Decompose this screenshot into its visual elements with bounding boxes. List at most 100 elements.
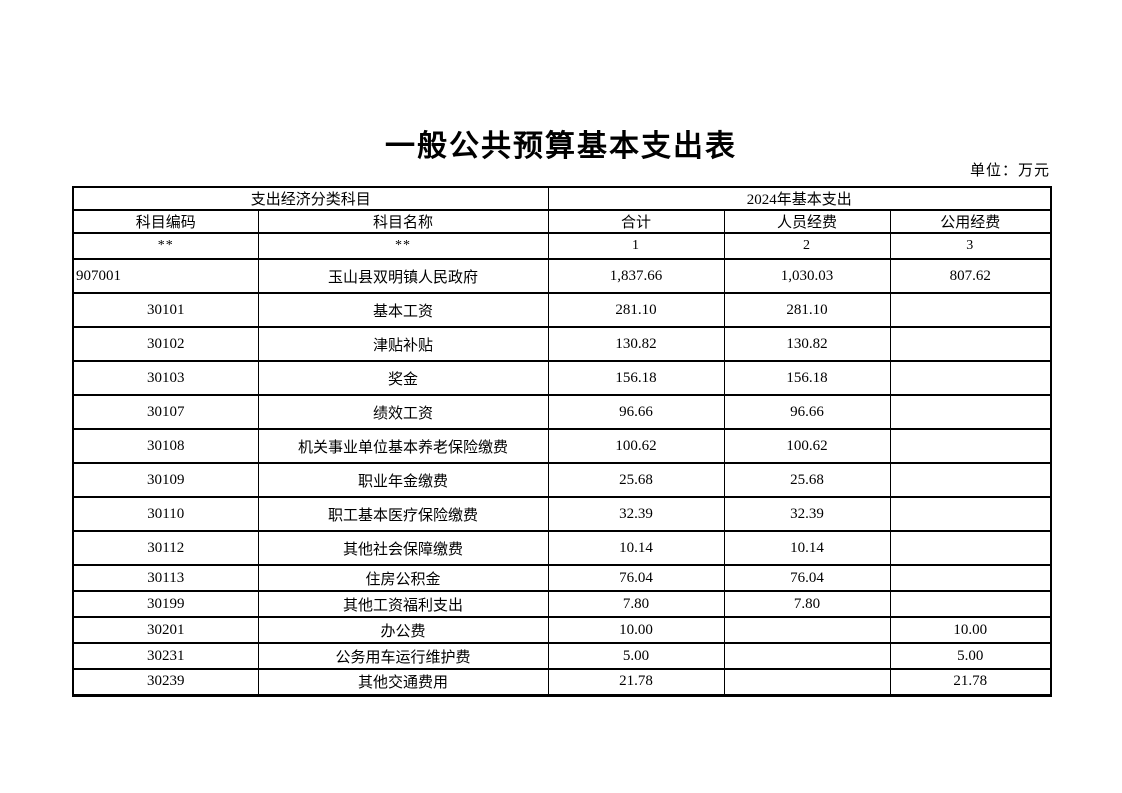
header-col-personnel: 人员经费 bbox=[723, 209, 891, 234]
cell-public bbox=[889, 326, 1052, 362]
cell-personnel: 281.10 bbox=[723, 292, 891, 328]
cell-code: 30231 bbox=[72, 642, 259, 670]
cell-total: 32.39 bbox=[547, 496, 725, 532]
cell-public bbox=[889, 590, 1052, 618]
cell-total: 25.68 bbox=[547, 462, 725, 498]
header-group-left: 支出经济分类科目 bbox=[72, 186, 549, 211]
cell-total: 96.66 bbox=[547, 394, 725, 430]
cell-code: 907001 bbox=[72, 258, 259, 294]
cell-total: 10.14 bbox=[547, 530, 725, 566]
cell-name: 其他社会保障缴费 bbox=[257, 530, 549, 566]
cell-name: 职工基本医疗保险缴费 bbox=[257, 496, 549, 532]
cell-total: 281.10 bbox=[547, 292, 725, 328]
cell-personnel: 96.66 bbox=[723, 394, 891, 430]
cell-name: 基本工资 bbox=[257, 292, 549, 328]
cell-total: 100.62 bbox=[547, 428, 725, 464]
header-col-total: 合计 bbox=[547, 209, 725, 234]
cell-name: 绩效工资 bbox=[257, 394, 549, 430]
header-columns-row: 科目编码 科目名称 合计 人员经费 公用经费 bbox=[72, 209, 1052, 234]
table-row: 30110 职工基本医疗保险缴费 32.39 32.39 bbox=[72, 496, 1052, 532]
cell-code: 30102 bbox=[72, 326, 259, 362]
cell-code: 30103 bbox=[72, 360, 259, 396]
cell-personnel: 156.18 bbox=[723, 360, 891, 396]
cell-personnel: 25.68 bbox=[723, 462, 891, 498]
table-row: 30107 绩效工资 96.66 96.66 bbox=[72, 394, 1052, 430]
marker-cell-public: 3 bbox=[889, 232, 1052, 260]
cell-total: 1,837.66 bbox=[547, 258, 725, 294]
cell-name: 住房公积金 bbox=[257, 564, 549, 592]
cell-total: 156.18 bbox=[547, 360, 725, 396]
cell-public bbox=[889, 496, 1052, 532]
marker-cell-personnel: 2 bbox=[723, 232, 891, 260]
cell-code: 30109 bbox=[72, 462, 259, 498]
header-col-public: 公用经费 bbox=[889, 209, 1052, 234]
cell-name: 机关事业单位基本养老保险缴费 bbox=[257, 428, 549, 464]
cell-total: 10.00 bbox=[547, 616, 725, 644]
table-row: 30112 其他社会保障缴费 10.14 10.14 bbox=[72, 530, 1052, 566]
cell-code: 30199 bbox=[72, 590, 259, 618]
cell-public: 10.00 bbox=[889, 616, 1052, 644]
cell-code: 30201 bbox=[72, 616, 259, 644]
cell-name: 其他交通费用 bbox=[257, 668, 549, 696]
header-col-name: 科目名称 bbox=[257, 209, 549, 234]
cell-public bbox=[889, 360, 1052, 396]
cell-personnel: 76.04 bbox=[723, 564, 891, 592]
header-col-code: 科目编码 bbox=[72, 209, 259, 234]
cell-name: 职业年金缴费 bbox=[257, 462, 549, 498]
budget-table: 支出经济分类科目 2024年基本支出 科目编码 科目名称 合计 人员经费 公用经… bbox=[72, 186, 1053, 697]
cell-name: 其他工资福利支出 bbox=[257, 590, 549, 618]
cell-code: 30107 bbox=[72, 394, 259, 430]
cell-total: 7.80 bbox=[547, 590, 725, 618]
cell-total: 5.00 bbox=[547, 642, 725, 670]
cell-code: 30108 bbox=[72, 428, 259, 464]
cell-public: 5.00 bbox=[889, 642, 1052, 670]
table-row: 30101 基本工资 281.10 281.10 bbox=[72, 292, 1052, 328]
table-row: 30103 奖金 156.18 156.18 bbox=[72, 360, 1052, 396]
cell-personnel bbox=[723, 616, 891, 644]
table-body: 支出经济分类科目 2024年基本支出 科目编码 科目名称 合计 人员经费 公用经… bbox=[72, 186, 1052, 696]
cell-code: 30113 bbox=[72, 564, 259, 592]
cell-personnel: 100.62 bbox=[723, 428, 891, 464]
cell-total: 76.04 bbox=[547, 564, 725, 592]
table-row: 30239 其他交通费用 21.78 21.78 bbox=[72, 668, 1052, 696]
cell-name: 办公费 bbox=[257, 616, 549, 644]
table-row: 30199 其他工资福利支出 7.80 7.80 bbox=[72, 590, 1052, 618]
header-group-row: 支出经济分类科目 2024年基本支出 bbox=[72, 186, 1052, 211]
cell-public bbox=[889, 428, 1052, 464]
cell-public bbox=[889, 394, 1052, 430]
marker-cell-name: ** bbox=[257, 232, 549, 260]
unit-note: 单位：万元 bbox=[969, 163, 1050, 179]
cell-personnel: 32.39 bbox=[723, 496, 891, 532]
cell-personnel: 1,030.03 bbox=[723, 258, 891, 294]
cell-personnel bbox=[723, 668, 891, 696]
table-row: 30231 公务用车运行维护费 5.00 5.00 bbox=[72, 642, 1052, 670]
cell-code: 30101 bbox=[72, 292, 259, 328]
cell-personnel: 10.14 bbox=[723, 530, 891, 566]
header-group-right: 2024年基本支出 bbox=[547, 186, 1052, 211]
cell-total: 130.82 bbox=[547, 326, 725, 362]
table-row: 30102 津贴补贴 130.82 130.82 bbox=[72, 326, 1052, 362]
marker-row: ** ** 1 2 3 bbox=[72, 232, 1052, 260]
table-row: 30109 职业年金缴费 25.68 25.68 bbox=[72, 462, 1052, 498]
cell-public bbox=[889, 292, 1052, 328]
table-row: 30113 住房公积金 76.04 76.04 bbox=[72, 564, 1052, 592]
cell-name: 津贴补贴 bbox=[257, 326, 549, 362]
cell-total: 21.78 bbox=[547, 668, 725, 696]
page-title: 一般公共预算基本支出表 bbox=[385, 130, 737, 163]
table-row: 907001 玉山县双明镇人民政府 1,837.66 1,030.03 807.62 bbox=[72, 258, 1052, 294]
cell-public: 807.62 bbox=[889, 258, 1052, 294]
cell-personnel: 7.80 bbox=[723, 590, 891, 618]
cell-code: 30112 bbox=[72, 530, 259, 566]
cell-public bbox=[889, 530, 1052, 566]
cell-name: 玉山县双明镇人民政府 bbox=[257, 258, 549, 294]
marker-cell-code: ** bbox=[72, 232, 259, 260]
cell-public bbox=[889, 564, 1052, 592]
cell-code: 30239 bbox=[72, 668, 259, 696]
cell-personnel bbox=[723, 642, 891, 670]
cell-name: 奖金 bbox=[257, 360, 549, 396]
table-row: 30108 机关事业单位基本养老保险缴费 100.62 100.62 bbox=[72, 428, 1052, 464]
table-row: 30201 办公费 10.00 10.00 bbox=[72, 616, 1052, 644]
cell-public: 21.78 bbox=[889, 668, 1052, 696]
marker-cell-total: 1 bbox=[547, 232, 725, 260]
